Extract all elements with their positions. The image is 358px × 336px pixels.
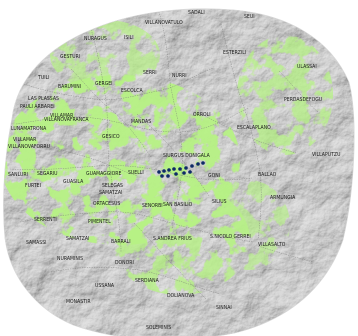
place-label: GESICO	[102, 134, 120, 140]
place-label: BALLAO	[258, 172, 277, 178]
marker-point	[196, 162, 200, 166]
marker-cluster	[157, 161, 205, 178]
place-label: BARUMINI	[58, 84, 81, 90]
marker-point	[162, 169, 166, 173]
place-label: SADALI	[188, 10, 205, 16]
marker-point	[160, 174, 164, 178]
place-label: S.ANDREA FRIUS	[153, 236, 192, 242]
place-label: SEGARIU	[37, 171, 58, 177]
place-label: SAMASSI	[26, 240, 47, 246]
place-label: SENORBI	[142, 203, 163, 209]
place-label: ORROLI	[193, 112, 211, 118]
place-label: VILLAMAR	[50, 113, 74, 119]
place-label: MANDAS	[131, 119, 151, 125]
place-label: GESTURI	[60, 54, 80, 60]
municipal-boundaries	[9, 8, 319, 300]
place-label: SUELLI	[128, 170, 144, 176]
marker-point	[172, 167, 176, 171]
place-labels: SADALI SEUI VILLANOVATULO NURAGUS ISILI …	[8, 10, 340, 331]
place-label: SILIUS	[212, 199, 227, 205]
place-label: ARMUNGIA	[270, 195, 296, 201]
marker-point	[188, 170, 192, 174]
place-label: VILLAPUTZU	[312, 152, 340, 158]
place-label: SINNAI	[216, 305, 232, 311]
place-label: SAMATZAI	[99, 190, 122, 196]
marker-point	[184, 166, 188, 170]
place-label: SAMATZAI	[66, 236, 89, 242]
place-label: PERDASDEFOGU	[284, 97, 322, 103]
place-label: DOLIANOVA	[167, 293, 195, 299]
marker-point	[190, 164, 194, 168]
place-label: GONI	[208, 173, 220, 179]
place-label: S.NICOLO GERREI	[210, 234, 251, 240]
place-label: VILLANOVAFORRU	[8, 144, 50, 150]
place-label: SERDIANA	[135, 278, 160, 284]
place-label: SAN BASILIO	[163, 202, 193, 208]
marker-point	[182, 171, 186, 175]
place-label: SANLURI	[8, 172, 28, 178]
place-label: LUNAMATRONA	[11, 126, 47, 132]
marker-point	[174, 172, 178, 176]
place-label: GERGEI	[95, 81, 113, 87]
place-label: ESCOLCA	[121, 88, 143, 94]
place-label: PAULI ARBAREI	[20, 104, 55, 110]
place-label: USSANA	[95, 283, 115, 289]
place-label: SELEGAS	[102, 183, 123, 189]
place-label: LAS PLASSAS	[28, 96, 59, 102]
place-label: MONASTIR	[66, 299, 91, 305]
place-label: ESTERZILI	[223, 50, 246, 56]
marker-point	[167, 168, 171, 172]
map-outline	[3, 8, 355, 336]
place-label: VILLANOVAFRANCA	[44, 117, 89, 123]
marker-point	[201, 161, 205, 165]
place-label: DONORI	[115, 260, 134, 266]
place-label: SIURGUS DONIGALA	[163, 153, 211, 159]
place-label: ISILI	[124, 35, 134, 41]
place-label: SERRI	[143, 70, 157, 76]
place-label: BARRALI	[111, 239, 131, 245]
place-label: SERRENTI	[34, 217, 57, 223]
marker-point	[166, 174, 170, 178]
place-label: PIMENTEL	[88, 219, 111, 225]
place-label: SEUI	[244, 14, 255, 20]
place-label: ULASSAI	[297, 64, 317, 70]
place-label: VILLANOVATULO	[145, 20, 183, 26]
marker-point	[178, 167, 182, 171]
place-label: ESCALAPLANO	[237, 125, 271, 131]
place-label: TUILI	[37, 75, 50, 81]
place-label: NURRI	[172, 73, 187, 79]
place-label: GUAMAGGIORE	[86, 171, 121, 177]
place-label: NURAGUS	[84, 36, 107, 42]
place-label: GUASILA	[63, 179, 84, 185]
place-label: VILLASALTO	[258, 242, 286, 248]
place-label: NURAMINIS	[57, 256, 83, 262]
place-label: FURTEI	[25, 183, 41, 189]
place-label: VILLAMAR	[13, 137, 37, 143]
marker-point	[157, 170, 161, 174]
place-label: ORTACESUS	[93, 201, 120, 207]
place-label: SOLEMINIS	[146, 325, 171, 331]
